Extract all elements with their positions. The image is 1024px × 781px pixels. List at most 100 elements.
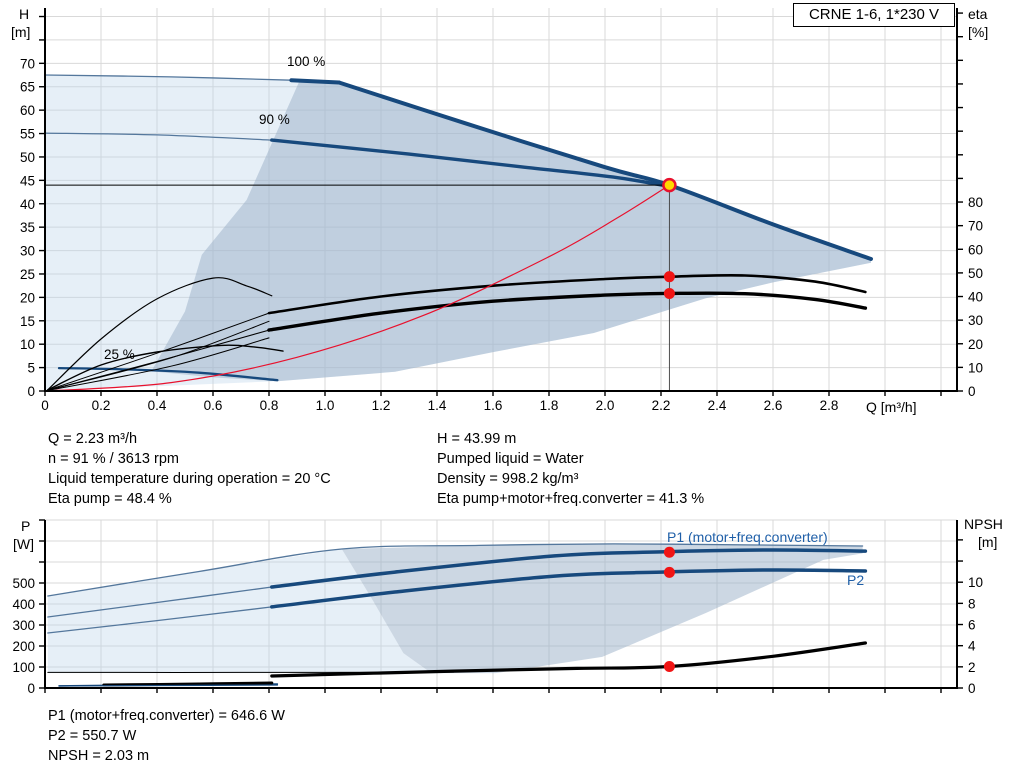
result-eta-pump: Eta pump = 48.4 % xyxy=(48,491,172,507)
x-tick-label: 0.6 xyxy=(204,398,223,413)
power-chart-tick-labels: 0 100 200 300 400 500 0 2 4 6 8 10 xyxy=(12,575,983,696)
x-tick-label: 0.4 xyxy=(148,398,167,413)
eta-axis-label: eta xyxy=(968,6,988,22)
head-chart: 0 0.2 0.4 0.6 0.8 1.0 1.2 1.4 1.6 1.8 2.0 2.2 2.4 2.6… xyxy=(20,8,983,413)
result-density: Density = 998.2 kg/m³ xyxy=(437,471,579,487)
label-p2-curve: P2 xyxy=(847,572,865,588)
left-tick-label: 500 xyxy=(12,576,35,591)
right-tick-label: 6 xyxy=(968,618,976,633)
head-chart-axes xyxy=(39,8,963,396)
right-tick-label: 80 xyxy=(968,195,983,210)
system-curve-curve xyxy=(44,184,670,392)
left-tick-label: 45 xyxy=(20,173,35,188)
speed-25-curve xyxy=(57,366,279,382)
left-tick-label: 0 xyxy=(27,681,35,696)
label-speed-90: 90 % xyxy=(259,112,290,127)
p-axis-unit: [W] xyxy=(13,536,34,552)
x-tick-label: 1.6 xyxy=(484,398,503,413)
right-tick-label: 70 xyxy=(968,219,983,234)
operating-point[interactable] xyxy=(662,177,677,193)
npsh-low-speed-curve xyxy=(102,681,274,687)
head-chart-tick-labels: 0 0.2 0.4 0.6 0.8 1.0 1.2 1.4 1.6 1.8 2.0 2.2 2.4 2.6… xyxy=(20,56,983,413)
result-npsh: NPSH = 2.03 m xyxy=(48,748,150,764)
result-q: Q = 2.23 m³/h xyxy=(48,431,138,447)
eta-fan-4-curve xyxy=(44,337,270,392)
right-tick-label: 2 xyxy=(968,660,976,675)
x-tick-label: 2.2 xyxy=(652,398,671,413)
power-chart: 0 100 200 300 400 500 0 2 4 6 8 10 xyxy=(12,519,983,696)
speed-100-descent-curve xyxy=(337,80,873,261)
left-tick-label: 300 xyxy=(12,618,35,633)
result-p2: P2 = 550.7 W xyxy=(48,728,137,744)
x-tick-label: 2.0 xyxy=(596,398,615,413)
left-tick-label: 10 xyxy=(20,337,35,352)
x-tick-label: 2.6 xyxy=(764,398,783,413)
result-h: H = 43.99 m xyxy=(437,431,517,447)
p2-dot xyxy=(663,566,675,578)
left-tick-label: 25 xyxy=(20,267,35,282)
npsh-curve-curve xyxy=(270,641,867,678)
x-tick-label: 1.0 xyxy=(316,398,335,413)
left-tick-label: 35 xyxy=(20,220,35,235)
h-axis-unit: [m] xyxy=(11,24,31,40)
right-tick-label: 10 xyxy=(968,360,983,375)
right-tick-label: 10 xyxy=(968,575,983,590)
speed-100-shoulder-curve xyxy=(289,78,341,85)
right-tick-label: 60 xyxy=(968,242,983,257)
left-tick-label: 20 xyxy=(20,290,35,305)
x-tick-label: 2.4 xyxy=(708,398,727,413)
right-tick-label: 4 xyxy=(968,639,976,654)
eta-fan-3-curve xyxy=(44,329,270,392)
eta-pump-motor-freq-curve xyxy=(267,291,868,332)
eta-pump-dot xyxy=(663,271,675,283)
left-tick-label: 60 xyxy=(20,103,35,118)
right-tick-label: 0 xyxy=(968,384,976,399)
x-tick-label: 1.4 xyxy=(428,398,447,413)
npsh-25-thin-curve xyxy=(58,684,279,687)
left-tick-label: 400 xyxy=(12,597,35,612)
right-tick-label: 30 xyxy=(968,313,983,328)
power-envelope-dark xyxy=(341,543,863,674)
eta-total-dot xyxy=(663,287,675,299)
eta-fan-1-curve xyxy=(44,312,270,392)
right-tick-label: 20 xyxy=(968,337,983,352)
pump-title: CRNE 1-6, 1*230 V xyxy=(808,6,940,23)
left-tick-label: 50 xyxy=(20,150,35,165)
right-tick-label: 50 xyxy=(968,266,983,281)
left-tick-label: 65 xyxy=(20,80,35,95)
right-tick-label: 0 xyxy=(968,681,976,696)
eta-pump-curve xyxy=(267,273,867,315)
eta-axis-unit: [%] xyxy=(968,24,989,40)
result-p1: P1 (motor+freq.converter) = 646.6 W xyxy=(48,708,285,724)
h-axis-label: H xyxy=(19,6,30,22)
left-tick-label: 70 xyxy=(20,56,35,71)
p1-max-envelope-curve xyxy=(47,543,864,597)
right-tick-label: 8 xyxy=(968,596,976,611)
eta-arc-25-curve xyxy=(47,344,284,391)
label-speed-25: 25 % xyxy=(104,347,135,362)
q-axis-label: Q [m³/h] xyxy=(866,399,917,415)
speed-100-thin-curve xyxy=(44,74,293,81)
left-tick-label: 55 xyxy=(20,127,35,142)
x-tick-label: 0.2 xyxy=(92,398,111,413)
speed-90-thin-curve xyxy=(44,132,273,141)
pump-title-box: CRNE 1-6, 1*230 V xyxy=(793,3,955,27)
result-liquid-temp: Liquid temperature during operation = 20… xyxy=(48,471,331,487)
left-tick-label: 100 xyxy=(12,660,35,675)
p1-thin-curve xyxy=(47,586,273,618)
power-chart-axes xyxy=(39,519,963,693)
left-tick-label: 15 xyxy=(20,314,35,329)
result-eta-total: Eta pump+motor+freq.converter = 41.3 % xyxy=(437,491,705,507)
x-tick-label: 1.2 xyxy=(372,398,391,413)
x-tick-label: 0 xyxy=(41,398,49,413)
result-pumped-liquid: Pumped liquid = Water xyxy=(437,451,584,467)
x-tick-label: 0.8 xyxy=(260,398,279,413)
left-tick-label: 5 xyxy=(27,361,35,376)
left-tick-label: 0 xyxy=(27,384,35,399)
p1-thick-curve xyxy=(270,548,868,589)
p1-dot xyxy=(663,546,675,558)
left-tick-label: 30 xyxy=(20,244,35,259)
left-tick-label: 200 xyxy=(12,639,35,654)
